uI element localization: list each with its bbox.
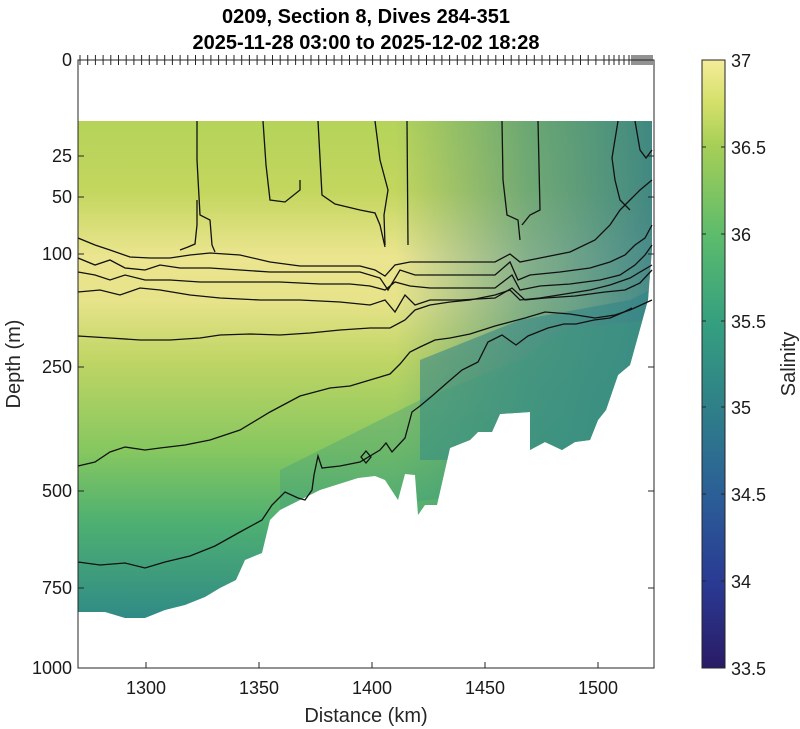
y-tick-label: 50 bbox=[52, 187, 72, 207]
x-axis-label: Distance (km) bbox=[304, 705, 427, 727]
plot-frame bbox=[77, 59, 655, 669]
chart-title-line1: 0209, Section 8, Dives 284-351 bbox=[222, 6, 510, 28]
contour-line-36.5-upper bbox=[77, 179, 653, 277]
contour-vertical-1 bbox=[196, 121, 216, 253]
x-tick-label: 1300 bbox=[126, 678, 166, 698]
y-tick-label: 0 bbox=[62, 50, 72, 70]
contour-line-35.5 bbox=[77, 307, 633, 569]
contour-line-36.75-b bbox=[77, 244, 653, 291]
contour-vertical-10 bbox=[634, 120, 653, 160]
contour-loop-small bbox=[360, 449, 372, 465]
dive-position-ticks bbox=[79, 55, 653, 65]
colorbar-tick-label: 34.5 bbox=[731, 485, 766, 505]
contour-vertical-3 bbox=[262, 120, 301, 203]
contour-vertical-9 bbox=[611, 120, 631, 211]
contour-vertical-4 bbox=[317, 120, 386, 248]
y-tick-label: 250 bbox=[42, 357, 72, 377]
y-tick-label: 25 bbox=[52, 146, 72, 166]
chart-title-line2: 2025-11-28 03:00 to 2025-12-02 18:28 bbox=[193, 32, 540, 54]
salinity-field bbox=[78, 121, 652, 618]
colorbar-tick-label: 36.5 bbox=[731, 138, 766, 158]
contour-vertical-5 bbox=[374, 120, 389, 246]
colorbar-tick-label: 35.5 bbox=[731, 312, 766, 332]
colorbar-tick-label: 34 bbox=[731, 572, 751, 592]
colorbar: 37 36.5 36 35.5 35 34.5 34 33.5 Salinity bbox=[701, 51, 800, 679]
contour-line-36.5-lower bbox=[77, 269, 653, 314]
colorbar-tick-label: 36 bbox=[731, 225, 751, 245]
contour-vertical-2 bbox=[179, 200, 198, 251]
y-tick-label: 100 bbox=[42, 244, 72, 264]
x-tick-label: 1400 bbox=[352, 678, 392, 698]
y-tick-label: 500 bbox=[42, 481, 72, 501]
x-tick-label: 1500 bbox=[578, 678, 618, 698]
y-axis-label: Depth (m) bbox=[3, 320, 25, 409]
y-axis: 0 25 50 100 250 500 750 1000 Depth (m) bbox=[3, 50, 654, 678]
x-tick-label: 1350 bbox=[239, 678, 279, 698]
contour-line-36 bbox=[77, 299, 653, 467]
contour-vertical-6 bbox=[406, 120, 409, 246]
colorbar-label: Salinity bbox=[778, 332, 800, 396]
colorbar-tick-label: 33.5 bbox=[731, 659, 766, 679]
contour-line-36.25 bbox=[77, 264, 653, 341]
colorbar-tick-label: 35 bbox=[731, 398, 751, 418]
contour-lines bbox=[77, 120, 653, 569]
y-tick-label: 750 bbox=[42, 578, 72, 598]
contour-vertical-8 bbox=[521, 120, 541, 226]
contour-line-36.75-a bbox=[77, 224, 653, 292]
contour-vertical-7 bbox=[501, 120, 521, 241]
y-tick-label: 1000 bbox=[32, 658, 72, 678]
colorbar-tick-label: 37 bbox=[731, 51, 751, 71]
x-tick-label: 1450 bbox=[465, 678, 505, 698]
x-axis: 1300 1350 1400 1450 1500 Distance (km) bbox=[126, 662, 618, 727]
colorbar-gradient bbox=[701, 59, 726, 669]
